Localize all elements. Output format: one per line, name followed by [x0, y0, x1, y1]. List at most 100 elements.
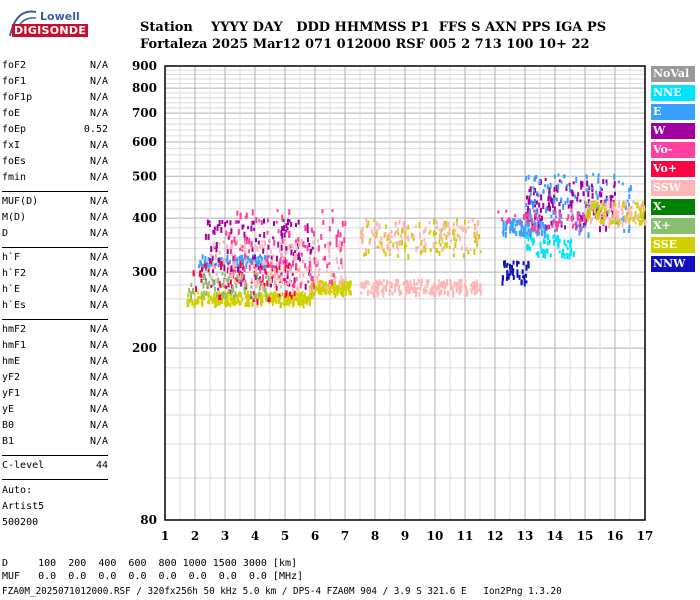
echo-point	[341, 280, 344, 287]
param-value: N/A	[89, 372, 108, 383]
echo-point	[528, 222, 531, 227]
echo-point	[289, 245, 292, 249]
x-tick-label: 14	[547, 529, 564, 543]
echo-point	[191, 299, 194, 306]
echo-point	[208, 280, 211, 285]
echo-point	[268, 293, 271, 300]
echo-point	[590, 186, 593, 190]
echo-point	[261, 299, 264, 304]
echo-point	[548, 239, 551, 245]
echo-point	[419, 232, 422, 239]
echo-point	[243, 286, 246, 292]
echo-point	[360, 291, 363, 295]
echo-point	[542, 189, 545, 194]
echo-point	[210, 246, 213, 253]
echo-point	[244, 282, 247, 288]
echo-point	[400, 239, 403, 246]
echo-point	[605, 179, 608, 184]
echo-point	[636, 214, 639, 218]
echo-point	[373, 288, 376, 295]
echo-point	[272, 293, 275, 300]
echo-point	[596, 194, 599, 200]
echo-point	[472, 281, 475, 285]
echo-point	[201, 293, 204, 298]
echo-point	[455, 282, 458, 287]
echo-point	[632, 217, 635, 223]
y-tick-label: 400	[132, 211, 157, 225]
echo-point	[518, 221, 521, 226]
echo-point	[455, 238, 458, 242]
echo-point	[588, 210, 591, 217]
param-row: h`F N/A	[2, 252, 108, 268]
echo-point	[244, 302, 247, 308]
echo-point	[264, 297, 267, 302]
echo-point	[199, 296, 202, 300]
echo-point	[615, 210, 618, 217]
echo-point	[241, 257, 244, 261]
echo-point	[523, 226, 526, 232]
echo-point	[272, 254, 275, 258]
echo-point	[628, 202, 631, 209]
echo-point	[288, 301, 291, 307]
echo-point	[537, 193, 540, 198]
echo-point	[553, 186, 556, 192]
echo-point	[361, 236, 364, 243]
echo-point	[428, 291, 431, 295]
echo-point	[415, 246, 418, 253]
echo-point	[253, 254, 256, 260]
echo-point	[583, 200, 586, 204]
y-tick-label: 80	[140, 513, 157, 527]
echo-point	[528, 189, 531, 193]
x-tick-label: 16	[607, 529, 624, 543]
echo-point	[572, 223, 575, 227]
echo-point	[312, 282, 315, 287]
echo-point	[433, 290, 436, 297]
echo-point	[360, 281, 363, 286]
echo-point	[433, 218, 436, 225]
echo-point	[280, 272, 283, 276]
echo-point	[613, 180, 616, 186]
echo-point	[548, 186, 551, 190]
plot-frame	[164, 65, 646, 521]
echo-point	[335, 241, 338, 248]
echo-point	[293, 296, 296, 301]
echo-point	[196, 301, 199, 305]
echo-point	[396, 242, 399, 249]
echo-point	[311, 290, 314, 295]
echo-point	[620, 206, 623, 212]
param-value: N/A	[89, 92, 108, 103]
echo-point	[539, 207, 542, 213]
echo-point	[245, 238, 248, 245]
echo-point	[324, 243, 327, 248]
param-name: foE	[2, 108, 21, 119]
echo-point	[206, 300, 209, 304]
echo-point	[310, 277, 313, 282]
echo-point	[560, 197, 563, 203]
echo-point	[326, 263, 329, 269]
echo-point	[421, 240, 424, 244]
echo-point	[360, 229, 363, 234]
echo-point	[286, 270, 289, 276]
echo-point	[242, 279, 245, 283]
echo-point	[304, 263, 307, 269]
echo-point	[441, 236, 444, 241]
echo-point	[641, 219, 644, 223]
echo-point	[391, 291, 394, 296]
echo-point	[600, 199, 603, 204]
echo-point	[237, 228, 240, 235]
y-tick-label: 800	[132, 81, 157, 95]
echo-point	[211, 297, 214, 303]
echo-point	[387, 235, 390, 241]
echo-point	[242, 258, 245, 263]
echo-point	[242, 266, 245, 271]
echo-point	[612, 220, 615, 225]
echo-point	[339, 246, 342, 252]
echo-point	[526, 218, 529, 224]
echo-point	[584, 217, 587, 224]
echo-point	[309, 293, 312, 297]
echo-point	[505, 263, 508, 268]
echo-point	[299, 251, 302, 255]
echo-point	[594, 203, 597, 209]
echo-point	[250, 225, 253, 232]
echo-point	[326, 286, 329, 292]
